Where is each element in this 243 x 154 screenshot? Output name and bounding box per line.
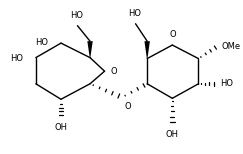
Text: O: O	[110, 67, 117, 76]
Text: O: O	[169, 30, 176, 39]
Polygon shape	[144, 41, 150, 59]
Text: HO: HO	[220, 79, 233, 88]
Text: HO: HO	[70, 11, 83, 20]
Text: OH: OH	[54, 124, 68, 132]
Text: HO: HO	[35, 38, 48, 47]
Text: OMe: OMe	[222, 42, 241, 51]
Text: HO: HO	[128, 9, 141, 18]
Text: HO: HO	[10, 54, 23, 63]
Text: O: O	[125, 102, 131, 111]
Text: OH: OH	[166, 130, 179, 139]
Polygon shape	[87, 41, 93, 58]
